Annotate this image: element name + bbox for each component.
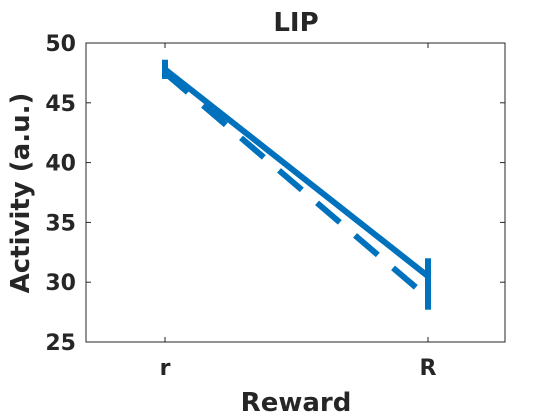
plot-frame: [85, 42, 506, 343]
y-axis-label: Activity (a.u.): [6, 93, 36, 294]
y-tick-label: 30: [45, 271, 76, 296]
x-tick-label: R: [420, 356, 437, 381]
y-tick-label: 25: [45, 331, 76, 356]
y-tick-label: 50: [45, 32, 76, 57]
y-tick-label: 40: [45, 152, 76, 177]
series-line-dashed: [163, 70, 430, 301]
x-tick-label: r: [160, 356, 171, 381]
x-axis-label: Reward: [241, 388, 352, 418]
series-line-solid: [163, 66, 430, 279]
y-tick-label: 45: [45, 92, 76, 117]
y-axis: 25 30 35 40 45 50: [45, 32, 505, 356]
chart-title: LIP: [273, 8, 318, 38]
y-tick-label: 35: [45, 211, 76, 236]
plot-area: [162, 59, 431, 310]
